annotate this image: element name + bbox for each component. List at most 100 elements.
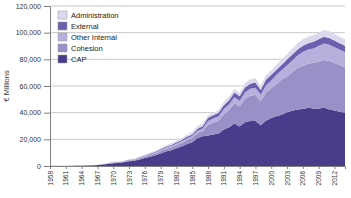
x-tick-label: 2006 [299, 171, 306, 186]
x-tick: 1958 [47, 166, 54, 185]
x-tick: 1961 [62, 166, 69, 185]
x-tick: 2000 [268, 166, 275, 185]
y-tick-label: 40,000 [20, 109, 42, 116]
x-tick-label: 1979 [157, 171, 164, 186]
x-tick-label: 1994 [236, 171, 243, 186]
x-tick: 2012 [331, 166, 338, 185]
x-tick: 1964 [78, 166, 85, 185]
x-tick: 1994 [236, 166, 243, 185]
x-tick-mark [255, 166, 256, 169]
chart: 0 20,000 40,000 60,000 80,000 100,000 120,000 1… [0, 0, 351, 198]
y-tick-mark [44, 6, 50, 7]
x-tick-mark [208, 166, 209, 169]
legend-swatch [58, 44, 67, 52]
x-tick: 2006 [299, 166, 306, 185]
x-tick: 1997 [252, 166, 259, 185]
x-tick-mark [334, 166, 335, 169]
y-tick: 120,000 [16, 3, 50, 10]
legend-item: Other Internal [58, 33, 117, 42]
x-tick-label: 2009 [315, 171, 322, 186]
y-tick: 40,000 [20, 109, 50, 116]
x-tick: 1982 [173, 166, 180, 185]
area [50, 37, 345, 166]
y-tick-label: 0 [37, 163, 41, 170]
legend-label: External [71, 22, 99, 31]
area [50, 44, 345, 166]
x-tick-mark [303, 166, 304, 169]
y-tick-label: 20,000 [20, 136, 42, 143]
grid [50, 6, 345, 166]
x-tick-label: 1997 [252, 171, 259, 186]
x-tick-label: 1958 [47, 171, 54, 186]
area [50, 30, 345, 166]
x-tick-mark [113, 166, 114, 169]
y-tick-mark [44, 86, 50, 87]
x-tick-mark [66, 166, 67, 169]
x-tick: 1973 [126, 166, 133, 185]
x-tick: 1970 [110, 166, 117, 185]
x-tick-label: 1973 [126, 171, 133, 186]
legend-swatch [58, 22, 67, 30]
x-tick: 1985 [189, 166, 196, 185]
x-tick: 1979 [157, 166, 164, 185]
grid-line [50, 6, 345, 7]
x-tick-mark [82, 166, 83, 169]
x-tick-mark [287, 166, 288, 169]
y-tick: 100,000 [16, 29, 50, 36]
y-tick-mark [44, 33, 50, 34]
legend-label: Administration [71, 11, 119, 20]
x-tick-label: 2000 [268, 171, 275, 186]
x-tick-label: 1961 [62, 171, 69, 186]
x-tick: 1991 [220, 166, 227, 185]
y-tick: 80,000 [20, 56, 50, 63]
x-tick-label: 1982 [173, 171, 180, 186]
y-tick-mark [44, 166, 50, 167]
y-axis-title: € Millions [2, 70, 11, 102]
x-tick-label: 1964 [78, 171, 85, 186]
x-tick-mark [319, 166, 320, 169]
legend-item: External [58, 22, 99, 31]
y-tick: 20,000 [20, 136, 50, 143]
y-axis-line [50, 7, 51, 167]
x-tick: 1976 [141, 166, 148, 185]
legend-label: CAP [71, 55, 86, 64]
legend-label: Cohesion [71, 44, 103, 53]
legend-item: Administration [58, 11, 119, 20]
x-tick-mark [50, 166, 51, 169]
x-tick-mark [145, 166, 146, 169]
legend-label: Other Internal [71, 33, 117, 42]
x-tick: 2003 [284, 166, 291, 185]
x-tick-mark [129, 166, 130, 169]
y-tick-mark [44, 139, 50, 140]
x-tick-label: 1991 [220, 171, 227, 186]
legend-item: CAP [58, 55, 86, 64]
x-tick-label: 1985 [189, 171, 196, 186]
x-tick-mark [224, 166, 225, 169]
y-tick-mark [44, 59, 50, 60]
legend-swatch [58, 11, 67, 19]
legend-swatch [58, 33, 67, 41]
x-tick-label: 1976 [141, 171, 148, 186]
x-tick-mark [176, 166, 177, 169]
x-tick-mark [97, 166, 98, 169]
x-tick-mark [192, 166, 193, 169]
x-tick-label: 1988 [205, 171, 212, 186]
legend-item: Cohesion [58, 44, 103, 53]
x-tick-label: 2012 [331, 171, 338, 186]
x-tick-label: 2003 [284, 171, 291, 186]
x-tick-mark [271, 166, 272, 169]
y-tick-label: 120,000 [16, 3, 41, 10]
x-axis-line [51, 167, 346, 170]
y-tick-label: 80,000 [20, 56, 42, 63]
x-tick: 2009 [315, 166, 322, 185]
x-tick-label: 1967 [94, 171, 101, 186]
y-tick-label: 60,000 [20, 83, 42, 90]
y-tick-label: 100,000 [16, 29, 41, 36]
x-axis: 1958 1961 1964 1967 1970 1973 1976 1979 1982 1985… [47, 166, 346, 185]
legend: Administration External Other Internal Cohe… [58, 11, 119, 64]
plot-area [50, 30, 345, 166]
y-tick-mark [44, 113, 50, 114]
legend-swatch [58, 55, 67, 63]
x-tick-mark [240, 166, 241, 169]
y-axis: 0 20,000 40,000 60,000 80,000 100,000 120,000 [16, 3, 51, 170]
